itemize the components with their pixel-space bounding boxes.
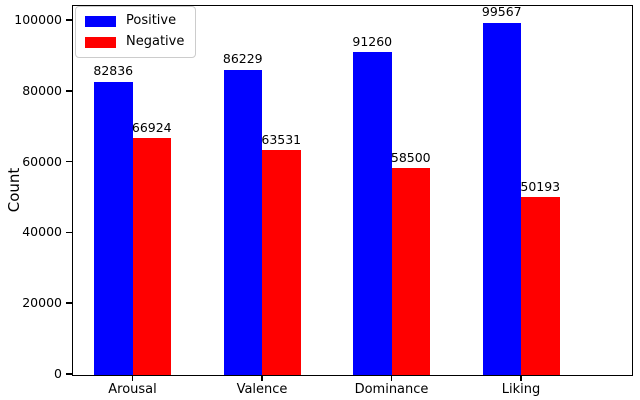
x-tick — [131, 375, 134, 381]
y-tick — [65, 19, 72, 21]
bar-value-label-positive-liking: 99567 — [481, 4, 522, 20]
legend-swatch-negative-icon — [85, 36, 116, 48]
bar-positive-liking — [482, 22, 521, 375]
x-tick — [261, 375, 263, 381]
y-tick-label: 0 — [54, 365, 62, 381]
legend-swatch-positive-icon — [85, 15, 116, 27]
y-tick — [65, 90, 72, 92]
y-axis-label: Count — [5, 167, 23, 213]
x-tick — [520, 375, 522, 381]
bar-value-label-positive-valence: 86229 — [222, 51, 263, 67]
y-tick — [65, 231, 72, 234]
bar-value-label-negative-arousal: 66924 — [131, 119, 172, 135]
y-tick-label: 80000 — [22, 82, 62, 98]
x-tick-label: Arousal — [108, 382, 157, 397]
legend-item-positive: Positive — [85, 13, 184, 29]
y-tick-label: 20000 — [22, 294, 62, 310]
bar-negative-valence — [262, 150, 301, 375]
bar-value-label-positive-arousal: 82836 — [93, 63, 134, 79]
bar-positive-dominance — [353, 52, 392, 375]
y-tick-label: 60000 — [22, 153, 62, 169]
x-tick-label: Liking — [501, 382, 541, 397]
y-tick — [65, 373, 72, 375]
bar-negative-liking — [521, 197, 560, 375]
y-tick-label: 100000 — [14, 11, 62, 27]
bar-negative-dominance — [391, 168, 430, 375]
bar-positive-valence — [223, 69, 262, 375]
x-tick-label: Valence — [236, 382, 288, 397]
bar-value-label-negative-dominance: 58500 — [390, 149, 431, 165]
legend-label-positive: Positive — [126, 13, 177, 28]
bar-value-label-negative-liking: 50193 — [520, 178, 561, 194]
bar-negative-arousal — [132, 138, 171, 375]
y-tick-label: 40000 — [22, 224, 62, 240]
legend-item-negative: Negative — [85, 33, 185, 50]
plot-area: 0 20000 40000 60000 80000 100000 Arousal 82836 6… — [14, 4, 633, 396]
x-tick-label: Dominance — [354, 382, 429, 397]
legend: Positive Negative — [75, 6, 197, 58]
bar-value-label-positive-dominance: 91260 — [352, 33, 393, 49]
bar-value-label-negative-valence: 63531 — [261, 131, 302, 147]
x-tick — [390, 375, 393, 381]
y-tick — [65, 160, 72, 163]
bar-positive-arousal — [94, 81, 133, 375]
y-tick — [65, 302, 72, 304]
legend-label-negative: Negative — [126, 33, 185, 49]
